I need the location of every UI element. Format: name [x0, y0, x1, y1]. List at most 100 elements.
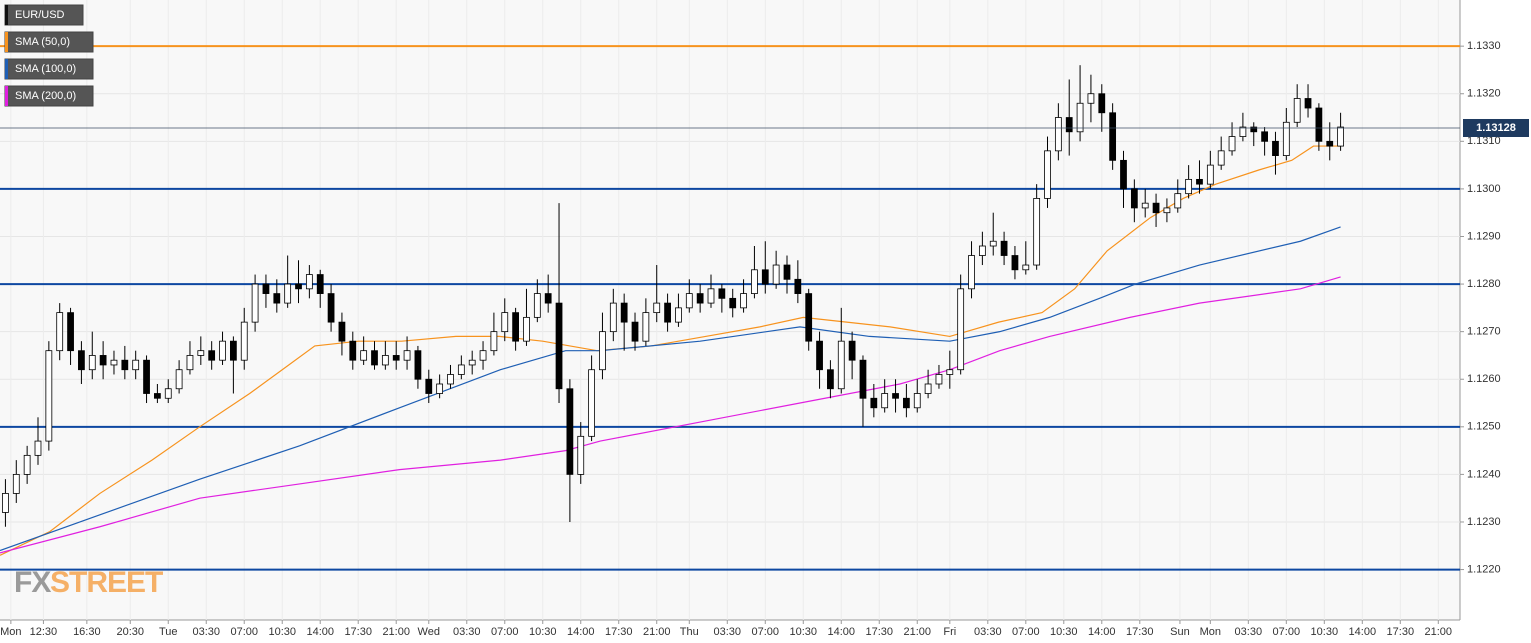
candle-body [1185, 178, 1193, 195]
x-tick-label: Wed [418, 626, 440, 638]
candle-body [848, 340, 856, 361]
x-tick-label: 21:00 [643, 626, 671, 638]
candle-body [88, 355, 96, 371]
y-tick-label: 1.1320 [1467, 88, 1501, 100]
candle-body [1337, 126, 1344, 147]
candle-body [978, 245, 986, 256]
x-tick-label: 17:30 [865, 626, 893, 638]
y-tick-label: 1.1220 [1467, 563, 1501, 575]
candle-body [609, 302, 617, 333]
y-tick-label: 1.1250 [1467, 421, 1501, 433]
candle-body [512, 312, 519, 342]
candle-body [154, 393, 161, 399]
candle-body [740, 293, 747, 309]
candle-body [805, 293, 813, 342]
legend-swatch [5, 59, 8, 79]
candle-body [436, 383, 444, 394]
sma-line [0, 276, 1341, 554]
candle-body [1000, 240, 1008, 256]
candle-body [794, 278, 802, 294]
y-tick-label: 1.1330 [1467, 40, 1501, 52]
x-tick-label: 10:30 [1050, 626, 1078, 638]
logo-fx: FX [14, 566, 51, 599]
x-tick-label: 14:00 [1349, 626, 1377, 638]
candle-body [110, 359, 118, 366]
candle-body [1174, 193, 1182, 209]
candle-body [935, 374, 943, 385]
candle-body [414, 350, 422, 380]
x-tick-label: 14:00 [567, 626, 595, 638]
candle-body [327, 293, 335, 323]
candle-body [468, 359, 476, 366]
candle-body [273, 293, 281, 304]
candle-body [1044, 150, 1051, 199]
candle-body [1098, 93, 1106, 114]
candle-body [34, 440, 42, 456]
candle-body [675, 307, 682, 323]
candle-body [707, 288, 715, 304]
candle-body [360, 350, 368, 361]
candle-body [132, 359, 140, 371]
candle-body [392, 355, 400, 361]
logo-street: STREET [50, 566, 163, 599]
candle-body [1239, 126, 1247, 137]
candle-body [631, 321, 639, 342]
y-tick-label: 1.1260 [1467, 373, 1501, 385]
candle-body [338, 321, 346, 342]
candle-body [1304, 98, 1312, 109]
candle-body [1196, 178, 1203, 185]
candle-body [1054, 117, 1062, 152]
candle-body [121, 359, 129, 371]
candle-body [295, 283, 302, 290]
x-tick-label: 03:30 [1235, 626, 1263, 638]
x-tick-label: 07:00 [752, 626, 780, 638]
candle-body [827, 369, 834, 390]
y-tick-label: 1.1240 [1467, 468, 1501, 480]
legend-label: SMA (50,0) [15, 36, 70, 48]
x-tick-label: 07:00 [230, 626, 258, 638]
candle-body [761, 269, 769, 285]
candle-body [1152, 202, 1160, 214]
x-tick-label: 21:00 [382, 626, 410, 638]
y-tick-label: 1.1230 [1467, 516, 1501, 528]
candle-body [588, 369, 595, 437]
candle-body [240, 321, 248, 361]
candle-body [751, 269, 758, 294]
candle-body [143, 359, 150, 394]
x-tick-label: 12:30 [30, 626, 58, 638]
legend-item: SMA (100,0) [4, 58, 94, 80]
candle-body [837, 340, 845, 390]
candle-body [56, 312, 64, 352]
candle-body [1109, 112, 1117, 161]
candle-body [251, 283, 259, 323]
x-tick-label: 17:30 [344, 626, 372, 638]
candle-body [501, 312, 509, 333]
candle-body [1272, 140, 1279, 156]
candle-body [989, 240, 997, 247]
legend-label: SMA (200,0) [15, 90, 76, 102]
candle-body [1087, 93, 1095, 104]
candle-body [599, 331, 606, 371]
current-price-label: 1.13128 [1476, 122, 1516, 134]
legend-item: SMA (200,0) [4, 85, 94, 107]
candle-body [316, 274, 324, 294]
candle-body [284, 283, 292, 304]
candle-body [1315, 107, 1323, 142]
legend-label: SMA (100,0) [15, 63, 76, 75]
plot-background [0, 0, 1460, 620]
x-tick-label: 14:00 [827, 626, 855, 638]
x-tick-label: 14:00 [306, 626, 334, 638]
y-tick-label: 1.1290 [1467, 230, 1501, 242]
candle-body [729, 297, 737, 309]
x-tick-label: 20:30 [116, 626, 144, 638]
candle-body [175, 369, 183, 390]
candle-body [664, 302, 671, 323]
candle-body [349, 340, 357, 361]
y-tick-label: 1.1310 [1467, 135, 1501, 147]
x-tick-label: 17:30 [1126, 626, 1154, 638]
x-tick-label: 17:30 [605, 626, 633, 638]
candle-body [718, 288, 726, 299]
candle-body [1163, 207, 1171, 214]
x-tick-label: 10:30 [268, 626, 296, 638]
candle-body [1326, 140, 1334, 147]
